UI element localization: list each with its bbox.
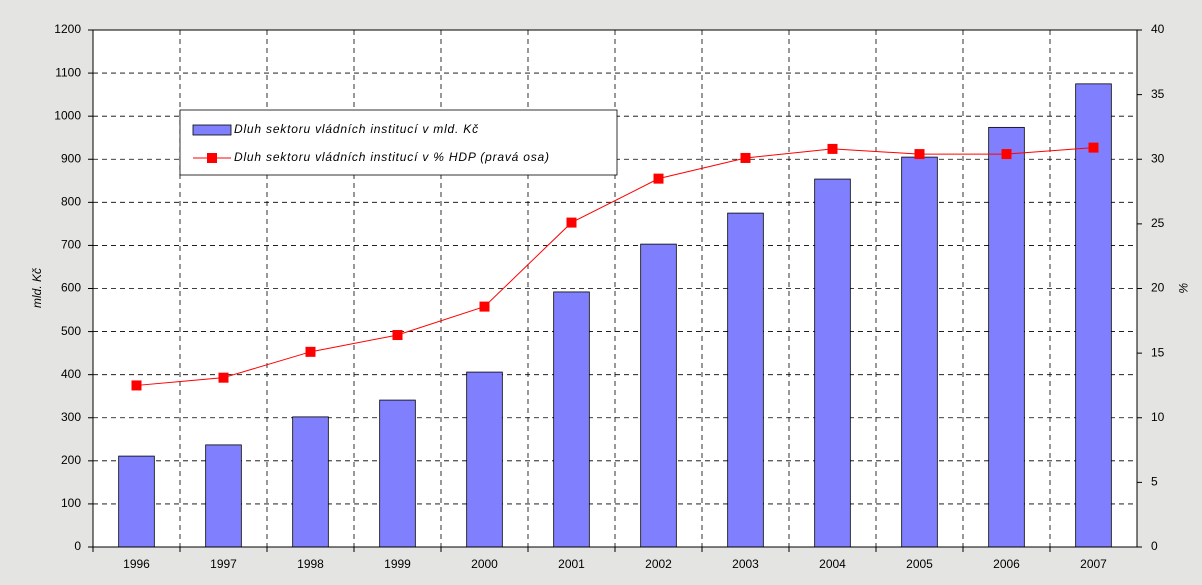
x-tick-label: 1999 xyxy=(384,557,411,571)
legend-swatch xyxy=(192,124,232,136)
x-tick-label: 2006 xyxy=(993,557,1020,571)
line xyxy=(136,147,1094,386)
x-tick-label: 2000 xyxy=(471,557,498,571)
x-tick-label: 2003 xyxy=(732,557,759,571)
y2-tick-label: 25 xyxy=(1151,216,1165,230)
x-tick-label: 2001 xyxy=(558,557,585,571)
marker xyxy=(914,149,925,160)
y-axis-label: mld. Kč xyxy=(30,268,44,308)
marker xyxy=(479,301,490,312)
x-tick-label: 2005 xyxy=(906,557,933,571)
x-tick-label: 2004 xyxy=(819,557,846,571)
marker xyxy=(1088,142,1099,153)
marker xyxy=(740,152,751,163)
y-tick-label: 800 xyxy=(61,195,81,209)
legend-box xyxy=(179,109,618,176)
x-tick-label: 1998 xyxy=(297,557,324,571)
legend-marker xyxy=(207,153,217,163)
y-tick-label: 400 xyxy=(61,367,81,381)
y2-tick-label: 20 xyxy=(1151,281,1165,295)
y-tick-label: 200 xyxy=(61,453,81,467)
legend-label: Dluh sektoru vládních institucí v mld. K… xyxy=(234,122,479,136)
y2-tick-label: 15 xyxy=(1151,345,1165,359)
bar xyxy=(1075,83,1112,548)
y-tick-label: 1200 xyxy=(54,22,81,36)
y-tick-label: 0 xyxy=(74,539,81,553)
bar xyxy=(205,444,242,548)
bar xyxy=(814,178,851,548)
marker xyxy=(305,346,316,357)
marker xyxy=(131,380,142,391)
y2-tick-label: 40 xyxy=(1151,22,1165,36)
marker xyxy=(1001,149,1012,160)
x-tick-label: 2007 xyxy=(1080,557,1107,571)
bar xyxy=(988,126,1025,548)
y-tick-label: 1100 xyxy=(55,65,81,79)
y2-axis-label: % xyxy=(1176,283,1190,294)
y-tick-label: 500 xyxy=(61,324,81,338)
bar xyxy=(901,156,938,548)
y-tick-label: 100 xyxy=(61,496,81,510)
y-tick-label: 1000 xyxy=(54,108,81,122)
marker xyxy=(827,143,838,154)
y-tick-label: 300 xyxy=(61,410,81,424)
y2-tick-label: 0 xyxy=(1151,539,1158,553)
bar xyxy=(727,212,764,548)
bar xyxy=(466,371,503,548)
bar xyxy=(118,455,155,548)
bar xyxy=(379,399,416,548)
plot-border xyxy=(92,29,1138,548)
y-tick-label: 900 xyxy=(61,151,81,165)
y-tick-label: 700 xyxy=(61,238,81,252)
marker xyxy=(392,330,403,341)
y2-tick-label: 35 xyxy=(1151,87,1165,101)
x-tick-label: 1997 xyxy=(210,557,237,571)
marker xyxy=(218,372,229,383)
x-tick-label: 2002 xyxy=(645,557,672,571)
x-tick-label: 1996 xyxy=(123,557,150,571)
bar xyxy=(292,416,329,548)
bar xyxy=(553,291,590,548)
y2-tick-label: 10 xyxy=(1151,410,1165,424)
legend-label: Dluh sektoru vládních institucí v % HDP … xyxy=(234,150,550,164)
y-tick-label: 600 xyxy=(61,281,81,295)
marker xyxy=(566,217,577,228)
y2-tick-label: 30 xyxy=(1151,151,1165,165)
bar xyxy=(640,243,677,548)
marker xyxy=(653,173,664,184)
y2-tick-label: 5 xyxy=(1151,475,1158,489)
